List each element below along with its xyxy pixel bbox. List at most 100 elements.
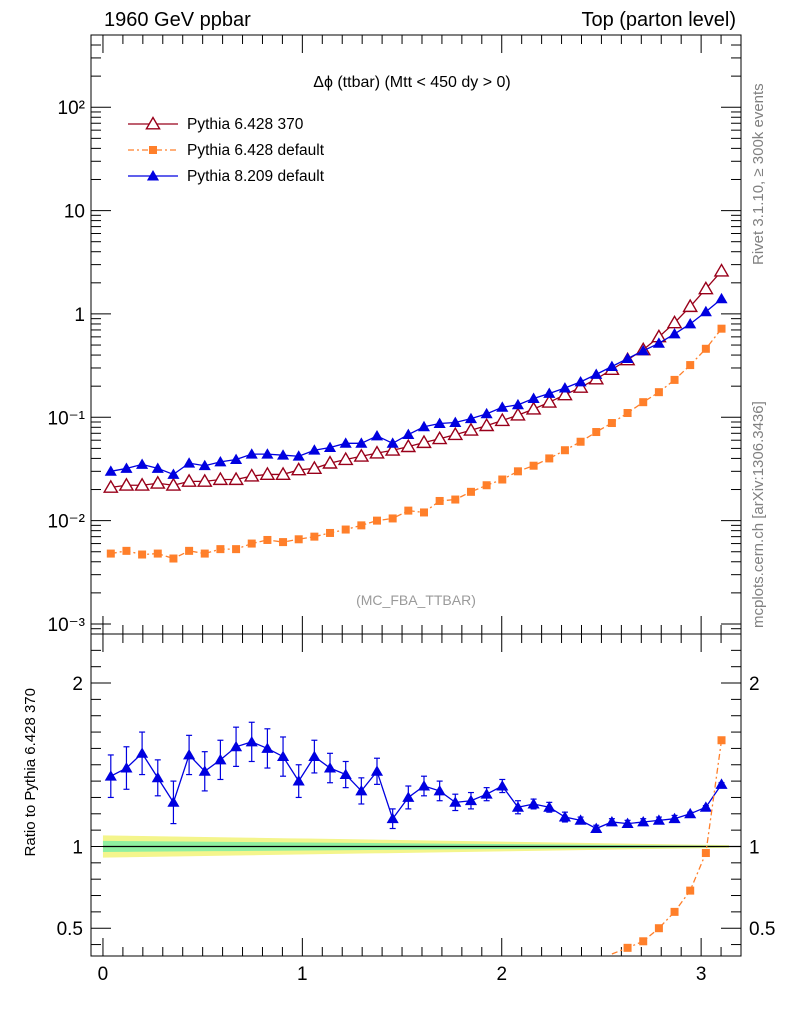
ratio-data-point [386,812,399,824]
ratio-data-point [511,801,524,812]
data-point [151,462,164,473]
ratio-series [104,721,728,955]
series-line [110,270,723,488]
data-point [431,430,448,445]
ratio-data-point [417,780,431,791]
data-point [466,487,475,496]
data-point [510,407,526,421]
data-point [668,328,681,339]
data-point [574,375,587,387]
data-point [525,401,542,415]
side-label-top: Rivet 3.1.10, ≥ 300k events [750,83,767,265]
data-point [576,437,585,446]
main-title: Δϕ (ttbar) (Mtt < 450 dy > 0) [313,74,511,91]
ratio-data-point [590,822,603,833]
data-point [447,426,464,441]
x-tick-label: 3 [696,964,707,985]
data-point [322,455,338,469]
data-point [165,477,182,491]
data-point [120,462,133,473]
ratio-data-point [214,753,227,765]
data-point [607,419,616,428]
data-point [373,516,381,525]
data-point [185,546,194,555]
ratio-data-point [558,811,571,822]
data-point [652,337,665,348]
ratio-data-point [433,784,446,796]
data-point [686,361,695,370]
data-point [449,416,462,427]
data-point [214,455,227,467]
ratio-data-point [308,750,321,762]
ratio-series-line [110,741,723,830]
ratio-data-point [574,814,587,825]
data-point [136,458,149,469]
data-point [323,441,337,452]
data-point [699,305,712,317]
legend-entry: Pythia 8.209 default [187,168,325,185]
ratio-data-point [230,740,243,752]
data-point [511,398,524,410]
ratio-data-point [370,765,384,776]
main-y-tick-label: 10⁻¹ [48,408,86,429]
data-point [498,475,507,484]
data-point [369,445,385,459]
data-point [370,429,384,441]
ratio-data-point [699,801,712,812]
data-point [153,549,162,558]
data-point [623,409,632,418]
ratio-data-point [449,796,462,807]
ratio-data-point [684,807,697,819]
ratio-data-point [637,816,650,827]
data-point [482,481,491,490]
data-point [433,417,446,428]
data-point [560,446,569,455]
x-tick-label: 2 [496,964,507,985]
ratio-data-point-p6 [701,849,710,858]
data-point [276,449,290,460]
data-point [666,314,683,329]
ratio-data-point [292,775,305,786]
ratio-y-axis-label: Ratio to Pythia 6.428 370 [22,688,39,856]
data-point [106,549,115,558]
data-point [326,528,335,537]
main-y-tick-label: 1 [74,305,85,326]
data-point [134,477,150,491]
data-point [496,401,509,412]
ratio-y-tick-label-right: 1 [749,837,760,858]
data-point [417,420,431,432]
ratio-data-point [543,801,556,812]
analysis-label: (MC_FBA_TTBAR) [356,592,476,608]
data-point [290,461,307,476]
header-left: 1960 GeV ppbar [104,9,251,31]
data-point [353,448,370,462]
data-point [310,532,319,541]
data-point [232,545,241,554]
main-y-tick-label: 10² [58,98,85,119]
data-point [183,457,196,468]
data-point [451,495,460,504]
ratio-data-point [652,814,665,825]
ratio-data-point [276,750,290,762]
data-point [102,479,119,493]
ratio-frame [90,633,742,957]
ratio-data-point-p6 [654,924,663,933]
data-point [670,375,679,384]
ratio-data-point [715,778,728,789]
header-right: Top (parton level) [581,9,736,31]
data-point [402,428,415,440]
ratio-data-point [167,796,180,807]
ratio-data-point [464,794,478,806]
data-point [572,379,589,393]
main-y-tick-label: 10⁻³ [48,615,86,636]
data-point [384,442,401,456]
data-point [181,473,197,487]
ratio-data-point [323,762,337,773]
data-point [543,387,556,398]
series-line [110,298,722,476]
data-point [259,466,276,480]
legend-marker [145,116,161,130]
x-tick-label: 0 [98,964,109,985]
ratio-data-point [120,762,133,773]
